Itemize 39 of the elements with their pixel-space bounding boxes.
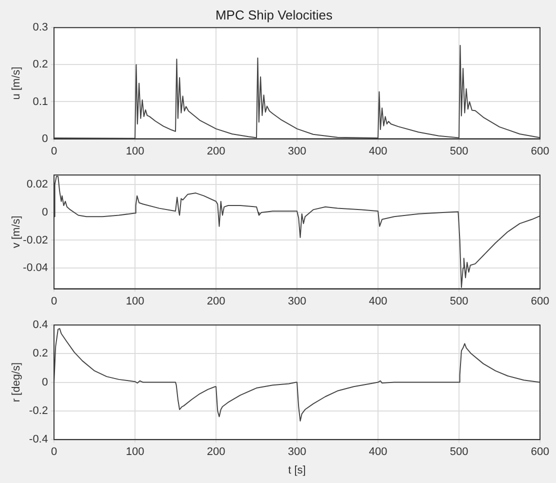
y-axis-title: v [m/s] — [10, 216, 23, 248]
x-tick-label: 0 — [50, 446, 58, 458]
x-tick-label: 600 — [530, 295, 550, 308]
y-tick-label: 0 — [42, 132, 48, 145]
y-tick-label: 0.02 — [26, 178, 48, 191]
y-tick-label: -0.04 — [22, 262, 48, 274]
y-tick-label: 0.3 — [32, 22, 48, 34]
chart-title: MPC Ship Velocities — [215, 7, 334, 22]
x-tick-label: 400 — [368, 145, 388, 158]
y-tick-label: 0.2 — [32, 348, 48, 360]
x-tick-label: 100 — [126, 145, 144, 158]
x-tick-label: 300 — [288, 295, 306, 308]
x-tick-label: 200 — [206, 446, 226, 458]
x-tick-label: 500 — [450, 446, 468, 458]
x-tick-label: 0 — [50, 145, 58, 158]
x-tick-label: 600 — [530, 446, 550, 458]
x-tick-label: 300 — [288, 446, 306, 458]
x-tick-label: 100 — [126, 295, 144, 308]
x-tick-label: 400 — [368, 295, 388, 308]
y-tick-label: -0.2 — [29, 404, 48, 417]
x-tick-label: 200 — [206, 145, 226, 158]
y-tick-label: 0.1 — [32, 96, 48, 108]
y-tick-label: -0.02 — [22, 234, 48, 246]
x-tick-label: 500 — [450, 295, 468, 308]
x-tick-label: 600 — [530, 145, 550, 158]
y-tick-label: -0.4 — [29, 434, 48, 446]
x-tick-label: 100 — [126, 446, 144, 458]
y-axis-title: u [m/s] — [10, 66, 23, 100]
x-tick-label: 200 — [206, 295, 226, 308]
x-tick-label: 500 — [450, 145, 468, 158]
y-tick-label: 0.4 — [32, 319, 48, 332]
y-tick-label: 0.2 — [32, 58, 48, 71]
y-axis-title: r [deg/s] — [10, 362, 23, 402]
x-tick-label: 300 — [288, 145, 306, 158]
y-tick-label: 0 — [42, 376, 48, 388]
x-tick-label: 400 — [368, 446, 388, 458]
x-tick-label: 0 — [50, 295, 58, 308]
y-tick-label: 0 — [42, 206, 48, 218]
x-axis-title: t [s] — [288, 464, 306, 476]
